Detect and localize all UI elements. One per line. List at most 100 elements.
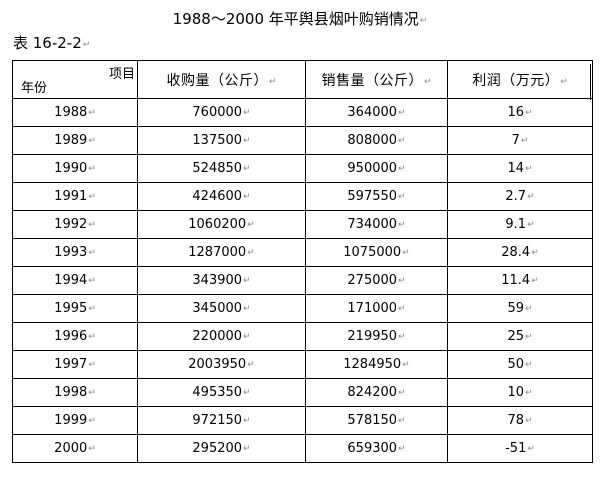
year-value: 1998 bbox=[54, 385, 88, 400]
sales-cell: 659300↵ bbox=[305, 434, 448, 463]
year-value: 1996 bbox=[54, 329, 88, 344]
paragraph-mark-icon: ↵ bbox=[243, 164, 251, 174]
document-title-text: 1988～2000 年平舆县烟叶购销情况 bbox=[172, 10, 419, 28]
paragraph-mark-icon: ↵ bbox=[525, 304, 533, 314]
paragraph-mark-icon: ↵ bbox=[398, 304, 406, 314]
table-row: 1999↵ 972150↵ 578150↵ 78↵ bbox=[12, 406, 593, 435]
sales-cell: 1284950↵ bbox=[305, 350, 448, 379]
paragraph-mark-icon: ↵ bbox=[402, 360, 410, 370]
sales-value: 171000 bbox=[347, 301, 398, 316]
table-row: 2000↵ 295200↵ 659300↵ -51↵ bbox=[12, 434, 593, 463]
paragraph-mark-icon: ↵ bbox=[527, 220, 535, 230]
year-cell: 2000↵ bbox=[12, 434, 138, 463]
paragraph-mark-icon: ↵ bbox=[88, 192, 96, 202]
year-value: 1993 bbox=[54, 245, 88, 260]
purchase-cell: 343900↵ bbox=[137, 266, 306, 295]
purchase-value: 345000 bbox=[192, 301, 243, 316]
profit-value: 78 bbox=[507, 413, 524, 428]
table-row: 1995↵ 345000↵ 171000↵ 59↵ bbox=[12, 294, 593, 323]
paragraph-mark-icon: ↵ bbox=[243, 192, 251, 202]
paragraph-mark-icon: ↵ bbox=[88, 276, 96, 286]
purchase-cell: 1287000↵ bbox=[137, 238, 306, 267]
sales-cell: 597550↵ bbox=[305, 182, 448, 211]
paragraph-mark-icon: ↵ bbox=[423, 76, 432, 87]
purchase-value: 424600 bbox=[192, 189, 243, 204]
paragraph-mark-icon: ↵ bbox=[398, 108, 406, 118]
sales-value: 659300 bbox=[347, 441, 398, 456]
paragraph-mark-icon: ↵ bbox=[88, 304, 96, 314]
header-purchase-label: 收购量（公斤） bbox=[166, 72, 268, 89]
year-value: 2000 bbox=[54, 441, 88, 456]
profit-value: -51 bbox=[505, 441, 527, 456]
purchase-cell: 137500↵ bbox=[137, 126, 306, 155]
year-cell: 1989↵ bbox=[12, 126, 138, 155]
paragraph-mark-icon: ↵ bbox=[531, 248, 539, 258]
sales-cell: 1075000↵ bbox=[305, 238, 448, 267]
table-row: 1998↵ 495350↵ 824200↵ 10↵ bbox=[12, 378, 593, 407]
paragraph-mark-icon: ↵ bbox=[525, 108, 533, 118]
purchase-cell: 295200↵ bbox=[137, 434, 306, 463]
paragraph-mark-icon: ↵ bbox=[88, 332, 96, 342]
paragraph-mark-icon: ↵ bbox=[268, 76, 277, 87]
year-value: 1997 bbox=[54, 357, 88, 372]
table-label: 表 16-2-2↵ bbox=[13, 33, 90, 55]
paragraph-mark-icon: ↵ bbox=[398, 136, 406, 146]
profit-value: 7 bbox=[511, 133, 520, 148]
paragraph-mark-icon: ↵ bbox=[525, 388, 533, 398]
purchase-value: 495350 bbox=[192, 385, 243, 400]
paragraph-mark-icon: ↵ bbox=[88, 416, 96, 426]
paragraph-mark-icon: ↵ bbox=[88, 360, 96, 370]
profit-cell: 7↵ bbox=[447, 126, 593, 155]
year-cell: 1994↵ bbox=[12, 266, 138, 295]
paragraph-mark-icon: ↵ bbox=[525, 360, 533, 370]
year-cell: 1993↵ bbox=[12, 238, 138, 267]
purchase-cell: 345000↵ bbox=[137, 294, 306, 323]
paragraph-mark-icon: ↵ bbox=[88, 136, 96, 146]
purchase-value: 220000 bbox=[192, 329, 243, 344]
paragraph-mark-icon: ↵ bbox=[88, 248, 96, 258]
sales-value: 364000 bbox=[347, 105, 398, 120]
year-cell: 1996↵ bbox=[12, 322, 138, 351]
paragraph-mark-icon: ↵ bbox=[398, 444, 406, 454]
header-purchase-cell: 收购量（公斤）↵ bbox=[137, 60, 306, 99]
paragraph-mark-icon: ↵ bbox=[525, 332, 533, 342]
year-cell: 1991↵ bbox=[12, 182, 138, 211]
profit-cell: 2.7↵ bbox=[447, 182, 593, 211]
profit-cell: 11.4↵ bbox=[447, 266, 593, 295]
profit-cell: 59↵ bbox=[447, 294, 593, 323]
year-value: 1992 bbox=[54, 217, 88, 232]
paragraph-mark-icon: ↵ bbox=[88, 444, 96, 454]
profit-cell: 25↵ bbox=[447, 322, 593, 351]
purchase-cell: 760000↵ bbox=[137, 98, 306, 127]
table-row: 1988↵ 760000↵ 364000↵ 16↵ bbox=[12, 98, 593, 127]
paragraph-mark-icon: ↵ bbox=[243, 304, 251, 314]
sales-value: 597550 bbox=[347, 189, 398, 204]
table-row: 1989↵ 137500↵ 808000↵ 7↵ bbox=[12, 126, 593, 155]
profit-value: 9.1 bbox=[505, 217, 527, 232]
paragraph-mark-icon: ↵ bbox=[402, 248, 410, 258]
header-profit-label: 利润（万元） bbox=[472, 72, 560, 89]
paragraph-mark-icon: ↵ bbox=[398, 416, 406, 426]
profit-value: 2.7 bbox=[505, 189, 527, 204]
purchase-value: 137500 bbox=[192, 133, 243, 148]
header-sales-cell: 销售量（公斤）↵ bbox=[305, 60, 448, 99]
sales-cell: 808000↵ bbox=[305, 126, 448, 155]
paragraph-mark-icon: ↵ bbox=[82, 40, 91, 50]
paragraph-mark-icon: ↵ bbox=[419, 16, 428, 26]
table-row: 1991↵ 424600↵ 597550↵ 2.7↵ bbox=[12, 182, 593, 211]
purchase-cell: 972150↵ bbox=[137, 406, 306, 435]
purchase-cell: 524850↵ bbox=[137, 154, 306, 183]
document-title: 1988～2000 年平舆县烟叶购销情况↵ bbox=[0, 9, 600, 31]
paragraph-mark-icon: ↵ bbox=[247, 220, 255, 230]
sales-value: 824200 bbox=[347, 385, 398, 400]
sales-cell: 275000↵ bbox=[305, 266, 448, 295]
profit-cell: 10↵ bbox=[447, 378, 593, 407]
year-cell: 1988↵ bbox=[12, 98, 138, 127]
profit-value: 25 bbox=[507, 329, 524, 344]
purchase-value: 295200 bbox=[192, 441, 243, 456]
table-edge-divider bbox=[590, 64, 591, 100]
paragraph-mark-icon: ↵ bbox=[398, 220, 406, 230]
paragraph-mark-icon: ↵ bbox=[88, 164, 96, 174]
paragraph-mark-icon: ↵ bbox=[243, 332, 251, 342]
table-row: 1990↵ 524850↵ 950000↵ 14↵ bbox=[12, 154, 593, 183]
